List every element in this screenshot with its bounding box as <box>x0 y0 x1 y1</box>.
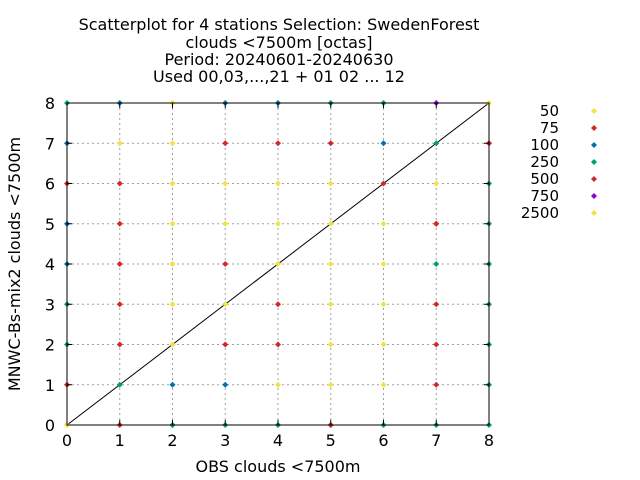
data-point <box>433 140 440 147</box>
data-point <box>380 140 387 147</box>
data-point <box>327 301 334 308</box>
data-point <box>116 381 123 388</box>
data-point <box>222 180 229 187</box>
y-tick-label: 7 <box>45 134 55 153</box>
data-point <box>116 180 123 187</box>
data-point <box>169 381 176 388</box>
data-point <box>116 220 123 227</box>
x-tick-label: 1 <box>115 431 125 450</box>
data-point <box>222 381 229 388</box>
legend-marker <box>591 159 597 165</box>
data-point <box>275 140 281 147</box>
legend-label: 750 <box>530 187 559 205</box>
title-line-3: Period: 20240601-20240630 <box>164 50 393 69</box>
x-tick-label: 2 <box>167 431 177 450</box>
x-tick-label: 5 <box>326 431 336 450</box>
data-point <box>275 301 281 308</box>
chart-title: Scatterplot for 4 stations Selection: Sw… <box>79 15 480 86</box>
data-point <box>222 341 229 348</box>
data-point <box>433 261 440 267</box>
x-tick-label: 3 <box>220 431 230 450</box>
data-point <box>275 220 281 227</box>
x-tick-label: 6 <box>378 431 388 450</box>
data-point <box>433 341 440 348</box>
y-tick-label: 6 <box>45 175 55 194</box>
y-tick-label: 1 <box>45 376 55 395</box>
data-point <box>275 261 281 267</box>
legend-marker <box>591 193 597 199</box>
legend-label: 75 <box>540 119 559 137</box>
legend-marker <box>591 108 597 114</box>
data-point <box>380 381 387 388</box>
data-point <box>116 341 123 348</box>
data-point <box>433 381 440 388</box>
y-tick-labels: 0 1 2 3 4 5 6 7 8 <box>45 94 489 435</box>
data-point <box>433 180 440 187</box>
data-points <box>64 100 492 428</box>
legend-label: 250 <box>530 153 559 171</box>
data-point <box>169 220 176 227</box>
data-point <box>380 261 387 267</box>
y-tick-label: 2 <box>45 336 55 355</box>
x-tick-label: 4 <box>273 431 283 450</box>
legend-marker <box>591 125 597 131</box>
x-axis-label: OBS clouds <7500m <box>196 457 361 476</box>
data-point <box>327 220 334 227</box>
y-axis-label: MNWC-Bs-mix2 clouds <7500m <box>5 137 24 391</box>
data-point <box>116 140 123 147</box>
title-line-4: Used 00,03,...,21 + 01 02 ... 12 <box>153 67 405 86</box>
data-point <box>169 341 176 348</box>
data-point <box>433 301 440 308</box>
data-point <box>327 140 334 147</box>
data-point <box>380 341 387 348</box>
y-tick-label: 5 <box>45 215 55 234</box>
data-point <box>116 261 123 267</box>
y-tick-label: 4 <box>45 255 55 274</box>
x-tick-labels: 0 1 2 3 4 5 6 7 8 <box>62 103 494 450</box>
data-point <box>222 140 229 147</box>
data-point <box>116 301 123 308</box>
data-point <box>169 261 176 267</box>
legend-label: 100 <box>530 136 559 154</box>
data-point <box>433 220 440 227</box>
x-tick-label: 7 <box>431 431 441 450</box>
data-point <box>169 301 176 308</box>
data-point <box>169 180 176 187</box>
x-tick-label: 8 <box>484 431 494 450</box>
data-point <box>222 220 229 227</box>
data-point <box>380 180 387 187</box>
data-point <box>222 301 229 308</box>
data-point <box>327 341 334 348</box>
data-point <box>380 220 387 227</box>
data-point <box>169 140 176 147</box>
legend-label: 2500 <box>521 204 559 222</box>
legend-marker <box>591 176 597 182</box>
data-point <box>327 261 334 267</box>
legend-label: 50 <box>540 102 559 120</box>
legend-marker <box>591 142 597 148</box>
data-point <box>275 180 281 187</box>
x-tick-label: 0 <box>62 431 72 450</box>
data-point <box>327 180 334 187</box>
data-point <box>222 261 229 267</box>
data-point <box>380 301 387 308</box>
title-line-2: clouds <7500m [octas] <box>185 33 372 52</box>
title-line-1: Scatterplot for 4 stations Selection: Sw… <box>79 15 480 34</box>
legend-marker <box>591 210 597 216</box>
data-point <box>327 381 334 388</box>
y-tick-label: 8 <box>45 94 55 113</box>
data-point <box>275 381 281 388</box>
legend-label: 500 <box>530 170 559 188</box>
y-tick-label: 0 <box>45 416 55 435</box>
series-75 <box>64 140 492 428</box>
y-tick-label: 3 <box>45 295 55 314</box>
data-point <box>275 341 281 348</box>
series-2500 <box>275 220 334 267</box>
